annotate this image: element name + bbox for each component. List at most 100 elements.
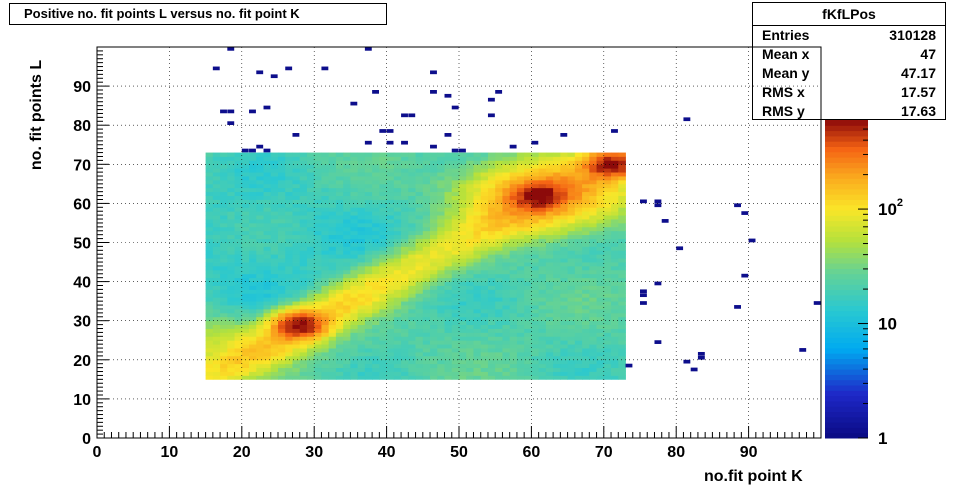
heatmap-cell [415,316,424,322]
heatmap-cell [256,152,264,157]
heatmap-cell [263,316,272,322]
heatmap-cell [582,375,590,380]
heatmap-cell [531,359,540,365]
heatmap-cell [263,293,272,298]
heatmap-cell [618,195,626,200]
heatmap-cell [625,363,633,368]
heatmap-cell [487,293,496,298]
heatmap-cell [422,226,431,232]
heatmap-cell [661,219,669,223]
heatmap-cell [430,230,438,236]
heatmap-cell [357,351,366,357]
heatmap-cell [509,351,518,357]
heatmap-cell [241,265,250,271]
heatmap-cell [357,250,366,255]
heatmap-cell [256,375,264,380]
heatmap-cell [401,203,409,208]
heatmap-cell [270,262,279,267]
heatmap-cell [278,168,286,173]
heatmap-cell [574,219,583,224]
heatmap-cell [306,305,315,310]
heatmap-cell [531,336,540,341]
heatmap-cell [299,215,308,220]
heatmap-cell [495,344,503,349]
heatmap-cell [415,172,424,177]
heatmap-cell [451,293,460,298]
heatmap-cell [430,90,437,94]
heatmap-cell [263,199,272,204]
heatmap-cell [292,289,301,294]
heatmap-cell [306,265,315,271]
heatmap-cell [618,371,626,376]
heatmap-cell [553,285,561,290]
heatmap-cell [603,351,612,357]
heatmap-cell [314,191,322,196]
heatmap-cell [603,375,612,380]
heatmap-cell [567,324,576,329]
heatmap-cell [249,172,257,177]
heatmap-cell [401,152,409,157]
heatmap-cell [422,179,431,185]
heatmap-cell [459,359,467,365]
heatmap-cell [241,199,250,204]
heatmap-cell [372,168,380,173]
heatmap-cell [480,168,489,173]
heatmap-cell [292,269,301,275]
heatmap-cell [516,230,525,236]
heatmap-cell [560,344,568,349]
heatmap-cell [618,351,626,357]
heatmap-cell [212,277,221,282]
stats-value: 17.63 [900,103,936,119]
heatmap-cell [567,168,576,173]
x-tick-label: 60 [523,444,541,461]
heatmap-cell [350,168,359,173]
heatmap-cell [285,179,293,185]
heatmap-cell [531,375,540,380]
heatmap-cell [299,375,308,380]
heatmap-cell [603,316,612,322]
heatmap-cell [487,265,496,271]
heatmap-cell [321,254,330,259]
heatmap-cell [734,305,741,309]
heatmap-cell [531,215,540,220]
heatmap-cell [437,351,445,357]
heatmap-cell [379,226,387,232]
heatmap-cell [357,172,366,177]
heatmap-cell [285,230,293,236]
heatmap-cell [408,316,416,322]
heatmap-cell [415,160,424,165]
heatmap-cell [386,164,395,169]
heatmap-cell [299,176,308,181]
heatmap-cell [466,363,474,369]
heatmap-cell [574,324,583,329]
heatmap-cell [299,265,308,271]
heatmap-cell [241,359,250,365]
heatmap-cell [350,273,359,279]
heatmap-cell [567,164,576,169]
heatmap-cell [422,336,431,341]
heatmap-cell [335,312,344,318]
heatmap-cell [553,242,561,247]
heatmap-cell [350,324,359,329]
heatmap-cell [241,273,250,279]
heatmap-cell [364,312,373,318]
heatmap-cell [386,156,395,161]
heatmap-cell [408,160,416,165]
heatmap-cell [292,312,301,318]
heatmap-cell [241,277,250,282]
heatmap-cell [205,336,214,341]
heatmap-cell [422,234,431,239]
heatmap-cell [487,183,496,189]
heatmap-cell [451,211,460,216]
heatmap-cell [589,305,597,310]
heatmap-cell [531,269,540,275]
heatmap-cell [343,293,351,298]
heatmap-cell [227,308,235,314]
heatmap-cell [611,265,619,271]
heatmap-cell [545,160,554,165]
heatmap-cell [227,246,235,251]
color-scale-band [825,310,868,317]
heatmap-cell [285,273,293,279]
heatmap-cell [364,269,373,275]
